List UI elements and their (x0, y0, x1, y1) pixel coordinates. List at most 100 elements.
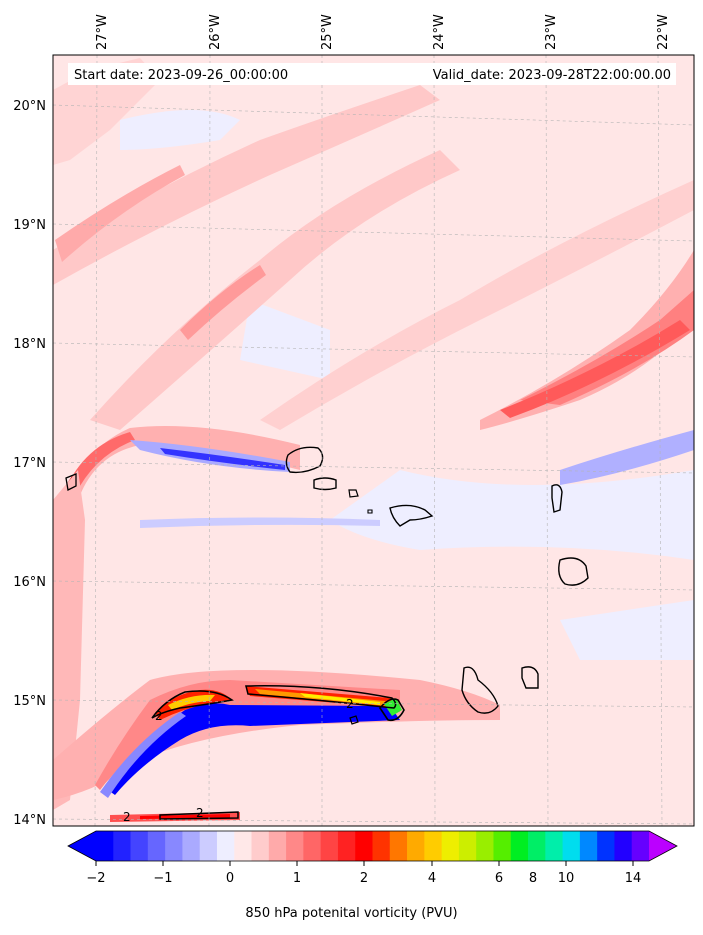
colorbar-tick-label: 10 (558, 871, 575, 886)
colorbar-tick-label: 1 (293, 871, 301, 886)
colorbar-tick-label: −1 (153, 871, 172, 886)
lat-label: 19°N (13, 218, 46, 233)
colorbar-cell (597, 831, 615, 861)
lon-label: 26°W (208, 14, 223, 50)
pv-negative-curve (105, 703, 400, 795)
colorbar-ticks: −2 −1 0 1 2 4 6 8 14 10 (86, 861, 641, 886)
pv-blue-streak-17n-core (160, 448, 285, 470)
graticule (53, 55, 694, 826)
colorbar-tick-label: 6 (495, 871, 503, 886)
map-frame (52, 54, 695, 827)
colorbar-cell (458, 831, 477, 861)
colorbar-cell (320, 831, 339, 861)
colorbar-cell (147, 831, 166, 861)
colorbar-cell (216, 831, 235, 861)
pv-negative-curve-edge (100, 712, 186, 798)
island-sal (551, 484, 563, 513)
colorbar-cells (96, 831, 650, 861)
colorbar-cell (424, 831, 443, 861)
lon-label: 22°W (656, 14, 671, 50)
colorbar-cell (510, 831, 529, 861)
lon-labels: 27°W 26°W 25°W 24°W 23°W 22°W (95, 14, 671, 50)
pv-band-diagonal-2-core (180, 265, 266, 340)
colorbar-cell (476, 831, 494, 861)
colorbar-cell (407, 831, 425, 861)
pv-west-band (53, 470, 85, 810)
island-maio (521, 666, 539, 689)
lat-label: 20°N (13, 99, 46, 114)
colorbar-cell (579, 831, 598, 861)
island-santo-antao (285, 446, 324, 474)
colorbar-cell (165, 831, 183, 861)
title-box (68, 63, 676, 85)
lat-label: 15°N (13, 694, 46, 709)
island-fogo (379, 698, 405, 722)
colorbar-title: 850 hPa potenital vorticity (PVU) (245, 906, 458, 921)
colorbar-cell (303, 831, 322, 861)
lon-label: 25°W (320, 14, 335, 50)
colorbar-cell (614, 831, 633, 861)
colorbar-tick-label: 8 (529, 871, 537, 886)
lon-label: 27°W (95, 14, 110, 50)
pv-band-diagonal-3 (260, 180, 694, 430)
lon-label: 24°W (432, 14, 447, 50)
pv-high-strip-w-inner (168, 694, 215, 710)
colorbar-cell (268, 831, 287, 861)
colorbar-tick-label: 2 (360, 871, 368, 886)
island-sao-vicente (313, 477, 337, 491)
colorbar-cell (199, 831, 218, 861)
colorbar-cell (372, 831, 391, 861)
pv-band-ne-max (500, 320, 690, 418)
colorbar-cell (130, 831, 149, 861)
colorbar-cell (113, 831, 131, 861)
lat-label: 18°N (13, 337, 46, 352)
lon-label: 23°W (544, 14, 559, 50)
map-field: 2 2 2 2 Start date: 2023-09-26_00:00:00 … (53, 55, 694, 826)
island-santa-luzia (348, 489, 359, 498)
colorbar-cell (545, 831, 563, 861)
pv-blue-streak-165n (140, 517, 380, 528)
lat-label: 14°N (13, 813, 46, 828)
island-boa-vista (558, 557, 589, 586)
pv-high-strip-e-inner (300, 693, 380, 705)
contour-label: 2 (155, 709, 163, 723)
valid-date-label: Valid_date: 2023-09-28T22:00:00.00 (433, 68, 671, 83)
pv-contour-2-east (245, 685, 397, 709)
pv-green-max (384, 698, 402, 716)
colorbar-cell (337, 831, 356, 861)
pv-band-blue-faint-mid (240, 300, 330, 380)
island-brava (349, 715, 359, 725)
pv-band-blue-faint (330, 470, 694, 560)
colorbar-cell (182, 831, 201, 861)
colorbar-cell (96, 831, 114, 861)
colorbar-tick-label: −2 (86, 871, 105, 886)
pv-arc-17n-core (65, 432, 135, 495)
pv-band-blue-faint-se (560, 600, 694, 660)
pv-band-diagonal-1 (53, 85, 440, 285)
pv-contour-2-west (151, 690, 234, 719)
colorbar-cell (355, 831, 373, 861)
lat-label: 16°N (13, 575, 46, 590)
contour-label: 2 (346, 697, 354, 711)
colorbar-cell (251, 831, 270, 861)
pv-band-diagonal-1-core (55, 165, 185, 262)
colorbar-cell (389, 831, 408, 861)
colorbar-cell (441, 831, 460, 861)
colorbar-cell (493, 831, 512, 861)
pv-contour-17n (65, 473, 77, 491)
pv-arc-17n (60, 426, 300, 510)
colorbar-cell (631, 831, 650, 861)
colorbar-extend-low (68, 831, 96, 861)
start-date-label: Start date: 2023-09-26_00:00:00 (74, 68, 288, 83)
island-sao-nicolau (389, 504, 434, 527)
colorbar-tick-label: 0 (226, 871, 234, 886)
pv-band-diagonal-2 (90, 150, 460, 430)
lat-label: 17°N (13, 456, 46, 471)
colorbar-cell (528, 831, 546, 861)
colorbar: −2 −1 0 1 2 4 6 8 14 10 (67, 830, 678, 886)
island-raso (367, 509, 373, 514)
colorbar-cell (562, 831, 581, 861)
colorbar-cell (234, 831, 252, 861)
colorbar-tick-label: 4 (428, 871, 436, 886)
